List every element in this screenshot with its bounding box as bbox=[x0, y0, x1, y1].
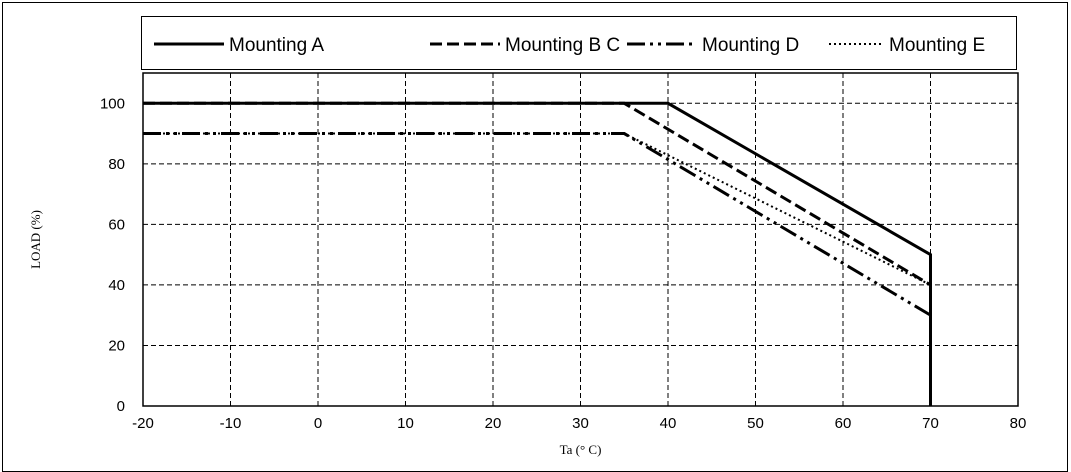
legend-label-1: Mounting A bbox=[229, 35, 324, 56]
x-tick-label: 50 bbox=[747, 415, 764, 432]
legend-label-4: Mounting E bbox=[889, 35, 985, 56]
series-line-4 bbox=[143, 132, 931, 286]
x-tick-label: 20 bbox=[485, 415, 502, 432]
series-line-1 bbox=[143, 101, 932, 406]
x-axis-label: Ta (° C) bbox=[560, 442, 602, 457]
x-tick-label: 40 bbox=[660, 415, 677, 432]
derating-chart: 0 20 40 60 80 100 -20 -10 0 10 20 30 40 50 60 70 80 Mou… bbox=[28, 35, 1026, 457]
y-axis-label: LOAD (%) bbox=[28, 210, 43, 269]
series-lines bbox=[143, 101, 932, 406]
x-tick-label: 0 bbox=[314, 415, 322, 432]
y-tick-label: 60 bbox=[108, 216, 125, 233]
x-tick-label: -10 bbox=[220, 415, 242, 432]
y-axis-ticks: 0 20 40 60 80 100 bbox=[100, 95, 125, 415]
y-tick-label: 80 bbox=[108, 156, 125, 173]
legend-label-3: Mounting D bbox=[702, 35, 799, 56]
legend-items: Mounting A Mounting B C Mounting D Mounting… bbox=[154, 35, 985, 56]
y-tick-label: 20 bbox=[108, 337, 125, 354]
x-tick-label: 70 bbox=[922, 415, 939, 432]
x-tick-label: 80 bbox=[1010, 415, 1027, 432]
x-tick-label: 30 bbox=[572, 415, 589, 432]
x-axis-ticks: -20 -10 0 10 20 30 40 50 60 70 80 bbox=[132, 415, 1026, 432]
x-tick-label: 60 bbox=[835, 415, 852, 432]
y-tick-label: 0 bbox=[117, 398, 125, 415]
y-tick-label: 40 bbox=[108, 277, 125, 294]
x-tick-label: 10 bbox=[397, 415, 414, 432]
series-line-2 bbox=[143, 101, 932, 287]
legend-label-2: Mounting B C bbox=[505, 35, 620, 56]
y-tick-label: 100 bbox=[100, 95, 125, 112]
x-tick-label: -20 bbox=[132, 415, 154, 432]
plot-area bbox=[142, 72, 1019, 407]
grid bbox=[143, 73, 1018, 406]
